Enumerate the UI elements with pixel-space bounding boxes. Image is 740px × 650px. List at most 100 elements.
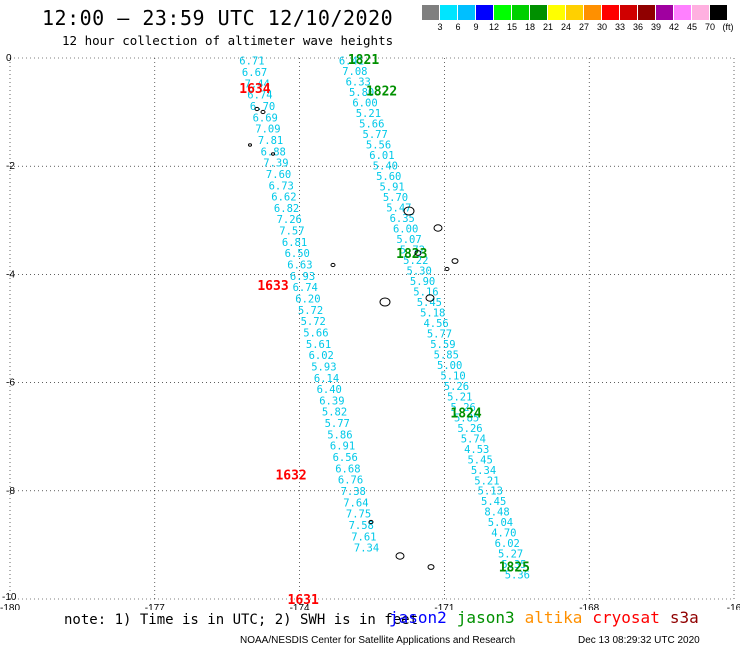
color-legend [422,5,728,20]
track-value-label: 7.08 [342,66,367,78]
legend-swatch [530,5,548,20]
map-subtitle: 12 hour collection of altimeter wave hei… [62,33,394,48]
track-value-label: 5.00 [437,360,462,372]
island-outline [425,294,435,302]
track-value-label: 6.14 [314,373,339,385]
x-tick-label: -177 [145,603,165,610]
track-value-label: 4.56 [423,318,448,330]
track-value-label: 7.38 [341,486,366,498]
satellite-s3a: s3a [669,608,699,627]
pass-time-label: 1823 [396,247,427,262]
track-value-label: 5.93 [311,361,336,373]
y-tick-label: -4 [6,269,15,280]
legend-label: 36 [632,22,643,32]
track-value-label: 6.73 [269,180,294,192]
track-value-label: 5.35 [501,559,526,571]
x-tick-label: -16 [727,603,740,610]
track-value-label: 6.74 [293,282,318,294]
x-tick-label: -174 [290,603,310,610]
track-value-label: 5.13 [478,486,503,498]
track-value-label: 5.21 [356,108,381,120]
track-value-label: 6.81 [282,237,307,249]
island-outline [368,519,374,525]
track-value-label: 6.70 [250,101,275,113]
track-value-label: 5.26 [444,381,469,393]
x-tick-label: -171 [434,603,454,610]
track-value-label: 5.82 [322,407,347,419]
track-value-label: 5.66 [359,119,384,131]
track-value-label: 7.75 [346,509,371,521]
track-value-label: 6.63 [287,260,312,272]
pass-time-label: 1824 [450,406,481,421]
track-value-label: 6.33 [346,77,371,89]
track-value-label: 5.59 [430,339,455,351]
track-value-label: 5.40 [373,161,398,173]
legend-swatch [476,5,494,20]
island-outline [433,224,443,232]
island-outline [248,143,252,147]
track-value-label: 5.66 [303,327,328,339]
track-value-label: 7.61 [351,531,376,543]
y-tick-label: -8 [6,486,15,497]
track-value-label: 5.30 [407,265,432,277]
track-value-label: 5.77 [363,129,388,141]
legend-swatch [512,5,530,20]
track-value-label: 5.22 [403,255,428,267]
track-value-label: 6.82 [274,203,299,215]
track-value-label: 5.04 [488,517,513,529]
track-value-label: 5.45 [481,496,506,508]
track-value-label: 5.77 [427,328,452,340]
track-value-label: 6.56 [333,452,358,464]
x-tick-label: -168 [579,603,599,610]
legend-label: 24 [560,22,571,32]
track-value-label: 6.40 [317,384,342,396]
island-outline [260,109,266,115]
generation-timestamp: Dec 13 08:29:32 UTC 2020 [578,635,700,646]
legend-label: 27 [578,22,589,32]
track-value-label: 6.62 [271,192,296,204]
track-value-label: 6.74 [247,90,272,102]
track-value-label: 6.00 [352,98,377,110]
track-value-label: 6.39 [319,395,344,407]
track-value-label: 5.18 [420,307,445,319]
track-value-label: 7.44 [245,78,270,90]
track-value-label: 5.85 [454,412,479,424]
track-value-label: 7.60 [266,169,291,181]
satellite-jason3: jason3 [456,608,515,627]
track-value-label: 6.69 [253,112,278,124]
legend-swatch [422,5,440,20]
track-value-label: 5.72 [298,305,323,317]
track-value-label: 6.01 [369,150,394,162]
pass-time-label: 1633 [257,279,288,294]
legend-swatch [548,5,566,20]
y-tick-label: 0 [6,53,12,64]
legend-label: 3 [437,22,443,32]
track-value-label: 5.80 [349,87,374,99]
island-outline [403,206,415,216]
island-outline [395,552,405,560]
track-value-label: 6.50 [285,248,310,260]
track-value-label: 6.41 [339,56,364,68]
track-value-label: 5.61 [306,339,331,351]
legend-swatch [494,5,512,20]
legend-label: 33 [614,22,625,32]
legend-label: 18 [524,22,535,32]
island-outline [254,106,260,112]
track-value-label: 4.53 [464,444,489,456]
track-value-label: 7.09 [255,124,280,136]
y-tick-label: -2 [6,161,15,172]
legend-unit: (ft) [722,22,734,32]
legend-label: 45 [686,22,697,32]
track-value-label: 6.00 [393,224,418,236]
legend-swatch [566,5,584,20]
legend-swatch [692,5,710,20]
track-value-label: 8.48 [484,507,509,519]
track-value-label: 6.20 [295,293,320,305]
track-value-label: 7.64 [343,497,368,509]
track-value-label: 5.86 [327,429,352,441]
x-tick-label: -180 [0,603,20,610]
legend-swatch [656,5,674,20]
track-value-label: 5.47 [386,203,411,215]
track-value-label: 5.10 [440,370,465,382]
island-outline [427,564,435,570]
